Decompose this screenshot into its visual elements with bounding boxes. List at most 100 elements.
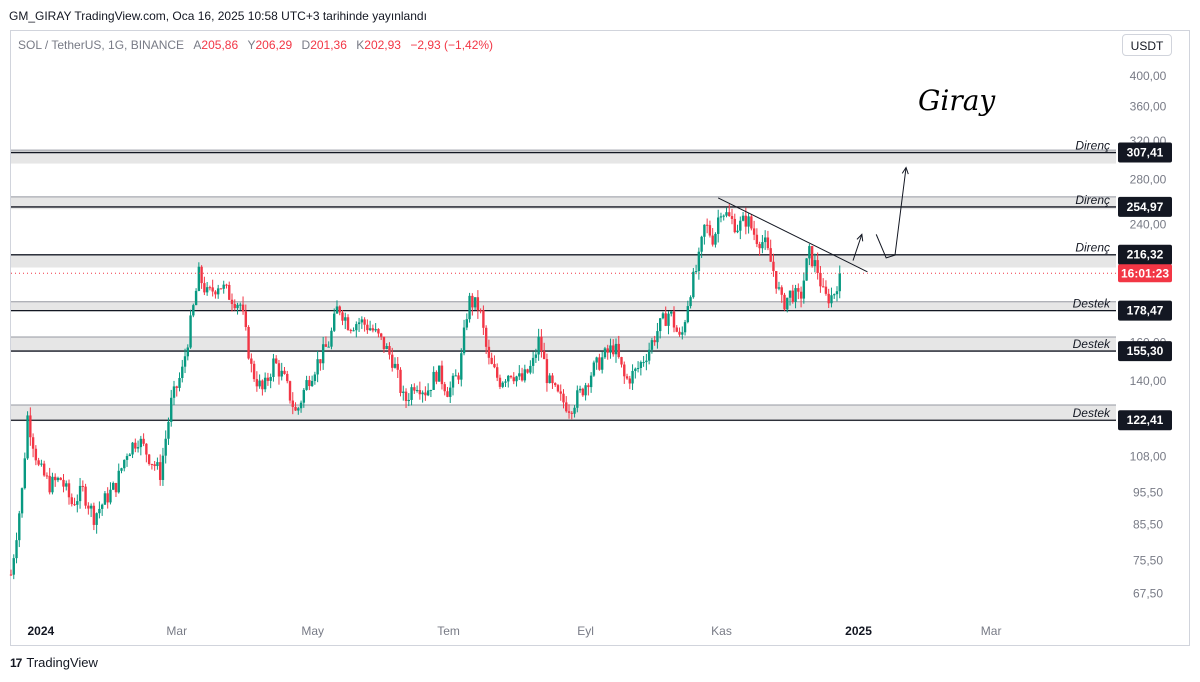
candle-body (100, 504, 104, 509)
candle-body (816, 260, 819, 273)
candle-body (592, 362, 596, 376)
candle-body (681, 332, 684, 335)
candle-body (661, 313, 665, 319)
candle-body (357, 322, 361, 325)
candle-body (388, 346, 391, 355)
candle-body (750, 216, 753, 229)
price-tick: 67,50 (1133, 586, 1163, 600)
brand-name: TradingView (26, 655, 98, 670)
tradingview-brand[interactable]: 17 TradingView (10, 655, 98, 670)
candle-body (645, 360, 648, 363)
candle-body (145, 443, 148, 455)
candle-body (385, 346, 388, 350)
candle-body (454, 375, 457, 377)
candle-body (683, 322, 687, 333)
candle-body (664, 313, 667, 326)
candle-body (81, 485, 85, 487)
candle-body (12, 558, 15, 575)
candle-body (410, 387, 413, 400)
candle-body (192, 305, 195, 316)
symbol-legend[interactable]: SOL / TetherUS, 1G, BINANCE A205,86 Y206… (18, 38, 493, 52)
candle-body (479, 310, 482, 312)
candle-body (531, 357, 535, 366)
candle-body (559, 391, 562, 394)
candle-body (319, 359, 322, 364)
candle-body (228, 284, 231, 300)
candle-body (186, 347, 189, 357)
candle-body (595, 357, 598, 363)
candle-body (424, 392, 427, 396)
candle-body (446, 391, 449, 397)
countdown-text: 16:01:23 (1121, 266, 1169, 280)
candle-body (537, 336, 540, 355)
candle-body (197, 266, 201, 291)
candle-body (125, 456, 129, 460)
candle-body (302, 389, 306, 403)
candle-body (377, 329, 380, 334)
candle-body (205, 287, 209, 293)
legend-close: 202,93 (364, 38, 401, 52)
candle-body (371, 328, 375, 331)
candle-body (603, 348, 607, 358)
candle-body (344, 317, 347, 321)
candle-body (810, 246, 814, 267)
level-zone (11, 196, 1116, 210)
candle-body (277, 363, 281, 377)
candle-body (421, 392, 424, 395)
candle-body (824, 286, 828, 294)
price-tick: 85,50 (1133, 518, 1163, 532)
candle-body (305, 380, 308, 390)
candle-body (507, 375, 510, 382)
candle-body (496, 367, 499, 378)
price-tick: 240,00 (1130, 218, 1167, 232)
candle-body (440, 365, 444, 385)
time-axis[interactable]: 2024 Mar May Tem Eyl Kas 2025 Mar (27, 624, 1001, 638)
candle-body (48, 475, 51, 493)
level-label: Destek (1073, 406, 1111, 420)
currency-button[interactable]: USDT (1122, 34, 1172, 56)
candle-body (473, 297, 477, 308)
candle-body (471, 295, 474, 308)
candle-body (286, 373, 289, 382)
candle-body (769, 248, 772, 262)
candle-body (181, 366, 184, 378)
candle-body (512, 377, 515, 382)
candle-body (509, 375, 513, 378)
candle-body (573, 407, 576, 414)
candle-body (158, 462, 162, 480)
candle-body (551, 375, 554, 384)
candle-body (89, 505, 93, 509)
candle-body (78, 485, 82, 502)
candle-body (73, 504, 76, 506)
candle-body (576, 390, 579, 408)
candle-body (239, 304, 242, 306)
trendline (717, 197, 868, 273)
candle-body (355, 324, 358, 331)
candle-body (15, 540, 18, 559)
legend-close-label: K (356, 38, 365, 52)
candle-body (128, 454, 131, 457)
candle-body (460, 353, 463, 380)
candle-body (310, 380, 314, 387)
candle-body (402, 391, 405, 393)
candle-body (675, 327, 678, 332)
candle-body (321, 344, 325, 364)
candle-body (139, 438, 143, 448)
level-badge (1118, 196, 1172, 217)
price-tick: 360,00 (1130, 100, 1167, 114)
chart-frame[interactable] (10, 30, 1190, 646)
legend-change: −2,93 (−1,42%) (410, 38, 494, 52)
level-badges: 307,41 254,97 216,32 178,47 155,30 122,41 16:0… (1118, 142, 1172, 431)
candle-body (134, 442, 137, 449)
candle-body (777, 287, 781, 289)
candle-body (449, 387, 452, 397)
candle-body (429, 389, 433, 391)
candle-body (545, 359, 549, 384)
candle-body (728, 212, 731, 217)
candle-body (780, 287, 783, 295)
candle-body (606, 348, 609, 353)
candle-body (570, 412, 573, 414)
candle-body (653, 340, 656, 343)
price-tick: 95,50 (1133, 485, 1163, 499)
